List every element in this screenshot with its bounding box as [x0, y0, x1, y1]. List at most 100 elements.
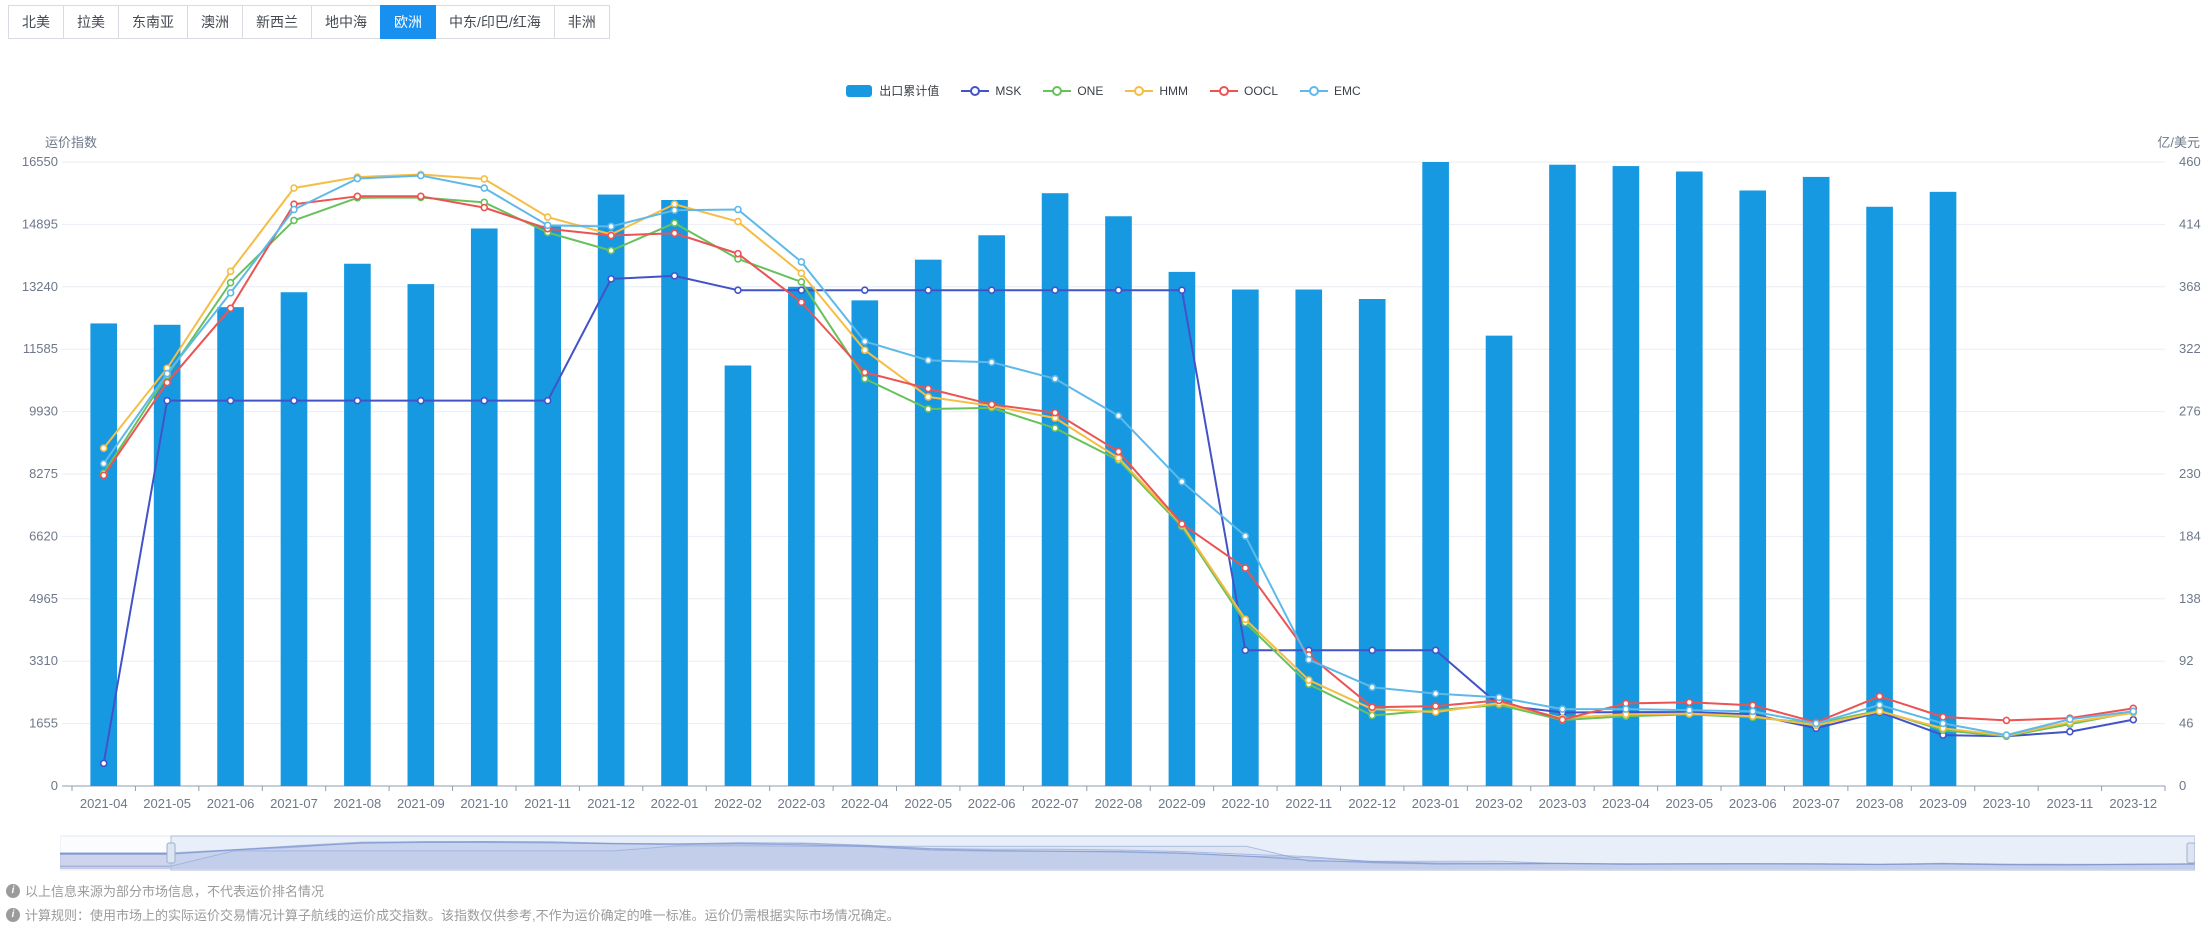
- line-series-EMC[interactable]: [99, 171, 2138, 739]
- point-EMC-2022-05[interactable]: [924, 356, 933, 365]
- point-MSK-2022-03[interactable]: [797, 286, 806, 294]
- point-HMM-2021-07[interactable]: [290, 184, 298, 192]
- point-EMC-2021-07[interactable]: [290, 205, 298, 214]
- point-EMC-2023-07[interactable]: [1812, 719, 1820, 728]
- point-EMC-2023-02[interactable]: [1495, 693, 1503, 702]
- tab-新西兰[interactable]: 新西兰: [242, 5, 312, 39]
- point-MSK-2022-10[interactable]: [1241, 646, 1250, 655]
- point-HMM-2021-06[interactable]: [226, 267, 235, 276]
- point-EMC-2022-03[interactable]: [797, 258, 806, 266]
- point-OOCL-2023-09[interactable]: [1939, 713, 1947, 721]
- point-EMC-2021-06[interactable]: [226, 289, 235, 297]
- point-EMC-2023-08[interactable]: [1875, 701, 1884, 709]
- point-HMM-2022-11[interactable]: [1304, 676, 1313, 684]
- bar-2021-06[interactable]: [217, 307, 244, 786]
- point-OOCL-2022-12[interactable]: [1368, 703, 1376, 711]
- bar-2023-06[interactable]: [1739, 190, 1767, 787]
- point-MSK-2021-12[interactable]: [607, 275, 615, 283]
- point-HMM-2022-08[interactable]: [1114, 454, 1123, 462]
- point-EMC-2023-03[interactable]: [1558, 705, 1567, 713]
- point-HMM-2022-02[interactable]: [734, 217, 742, 226]
- point-ONE-2021-12[interactable]: [607, 246, 615, 255]
- bar-2022-08[interactable]: [1105, 216, 1132, 786]
- point-MSK-2022-07[interactable]: [1051, 286, 1059, 294]
- point-EMC-2022-01[interactable]: [670, 206, 679, 215]
- point-OOCL-2021-12[interactable]: [607, 231, 615, 240]
- point-OOCL-2023-01[interactable]: [1431, 702, 1440, 710]
- point-OOCL-2022-06[interactable]: [987, 400, 996, 409]
- point-OOCL-2022-09[interactable]: [1178, 520, 1186, 528]
- point-EMC-2023-06[interactable]: [1748, 707, 1757, 716]
- point-OOCL-2022-03[interactable]: [797, 298, 806, 307]
- point-HMM-2022-03[interactable]: [797, 269, 806, 278]
- legend-item-MSK[interactable]: MSK: [961, 84, 1021, 98]
- point-EMC-2021-08[interactable]: [353, 174, 362, 183]
- point-EMC-2021-10[interactable]: [480, 184, 489, 192]
- point-EMC-2021-05[interactable]: [163, 369, 171, 378]
- point-OOCL-2023-05[interactable]: [1685, 698, 1694, 707]
- point-EMC-2022-08[interactable]: [1114, 411, 1123, 420]
- point-MSK-2021-06[interactable]: [226, 396, 235, 405]
- point-EMC-2023-09[interactable]: [1939, 719, 1947, 728]
- point-EMC-2023-04[interactable]: [1622, 705, 1630, 713]
- slider-handle-right[interactable]: [2186, 842, 2196, 864]
- bar-2023-02[interactable]: [1485, 335, 1513, 786]
- point-OOCL-2022-01[interactable]: [670, 229, 679, 238]
- point-HMM-2021-10[interactable]: [480, 175, 489, 183]
- point-HMM-2023-08[interactable]: [1875, 707, 1884, 716]
- bar-2021-07[interactable]: [280, 292, 308, 786]
- point-EMC-2021-04[interactable]: [99, 459, 108, 468]
- point-MSK-2022-12[interactable]: [1368, 646, 1376, 655]
- legend-item-HMM[interactable]: HMM: [1125, 84, 1188, 98]
- point-OOCL-2023-06[interactable]: [1748, 701, 1757, 710]
- point-OOCL-2022-07[interactable]: [1051, 408, 1059, 417]
- point-MSK-2022-04[interactable]: [861, 286, 869, 294]
- point-OOCL-2021-09[interactable]: [417, 192, 425, 201]
- legend-item-OOCL[interactable]: OOCL: [1210, 84, 1278, 98]
- point-OOCL-2022-05[interactable]: [924, 384, 933, 393]
- point-OOCL-2023-03[interactable]: [1558, 715, 1567, 724]
- point-EMC-2021-12[interactable]: [607, 222, 615, 231]
- point-MSK-2022-02[interactable]: [734, 286, 742, 294]
- bar-2021-05[interactable]: [153, 324, 181, 786]
- point-OOCL-2021-05[interactable]: [163, 378, 171, 387]
- point-OOCL-2023-10[interactable]: [2002, 716, 2011, 725]
- point-OOCL-2021-08[interactable]: [353, 192, 362, 201]
- bar-2023-01[interactable]: [1422, 162, 1449, 786]
- bar-2022-05[interactable]: [914, 259, 942, 786]
- point-ONE-2022-01[interactable]: [670, 219, 679, 227]
- tab-地中海[interactable]: 地中海: [311, 5, 381, 39]
- point-HMM-2023-01[interactable]: [1431, 708, 1440, 716]
- legend-item-ONE[interactable]: ONE: [1043, 84, 1103, 98]
- bar-series-export-total[interactable]: [90, 162, 1957, 787]
- point-MSK-2022-06[interactable]: [987, 286, 996, 294]
- point-ONE-2022-04[interactable]: [861, 374, 869, 383]
- point-ONE-2022-05[interactable]: [924, 405, 933, 413]
- point-EMC-2022-07[interactable]: [1051, 374, 1059, 383]
- point-MSK-2022-01[interactable]: [670, 272, 679, 280]
- point-MSK-2023-12[interactable]: [2129, 715, 2138, 724]
- bar-2022-03[interactable]: [788, 286, 815, 786]
- point-EMC-2021-09[interactable]: [417, 171, 425, 180]
- data-zoom-preview[interactable]: [59, 835, 2196, 871]
- point-EMC-2022-06[interactable]: [987, 358, 996, 367]
- bar-2023-08[interactable]: [1866, 206, 1893, 787]
- point-MSK-2023-01[interactable]: [1431, 646, 1440, 655]
- point-MSK-2021-08[interactable]: [353, 396, 362, 405]
- bar-2023-03[interactable]: [1549, 164, 1576, 787]
- point-EMC-2022-10[interactable]: [1241, 532, 1250, 540]
- point-ONE-2022-12[interactable]: [1368, 711, 1376, 720]
- point-ONE-2021-06[interactable]: [226, 278, 235, 287]
- tab-北美[interactable]: 北美: [8, 5, 64, 39]
- point-MSK-2021-09[interactable]: [417, 396, 425, 405]
- bar-2023-09[interactable]: [1929, 191, 1957, 786]
- point-EMC-2021-11[interactable]: [543, 221, 552, 230]
- point-MSK-2022-05[interactable]: [924, 286, 933, 294]
- point-EMC-2022-09[interactable]: [1178, 477, 1186, 486]
- point-HMM-2022-01[interactable]: [670, 200, 679, 209]
- point-OOCL-2022-10[interactable]: [1241, 564, 1250, 572]
- point-MSK-2022-08[interactable]: [1114, 286, 1123, 294]
- bar-2023-07[interactable]: [1802, 176, 1830, 786]
- point-OOCL-2021-10[interactable]: [480, 203, 489, 212]
- point-HMM-2022-10[interactable]: [1241, 615, 1250, 624]
